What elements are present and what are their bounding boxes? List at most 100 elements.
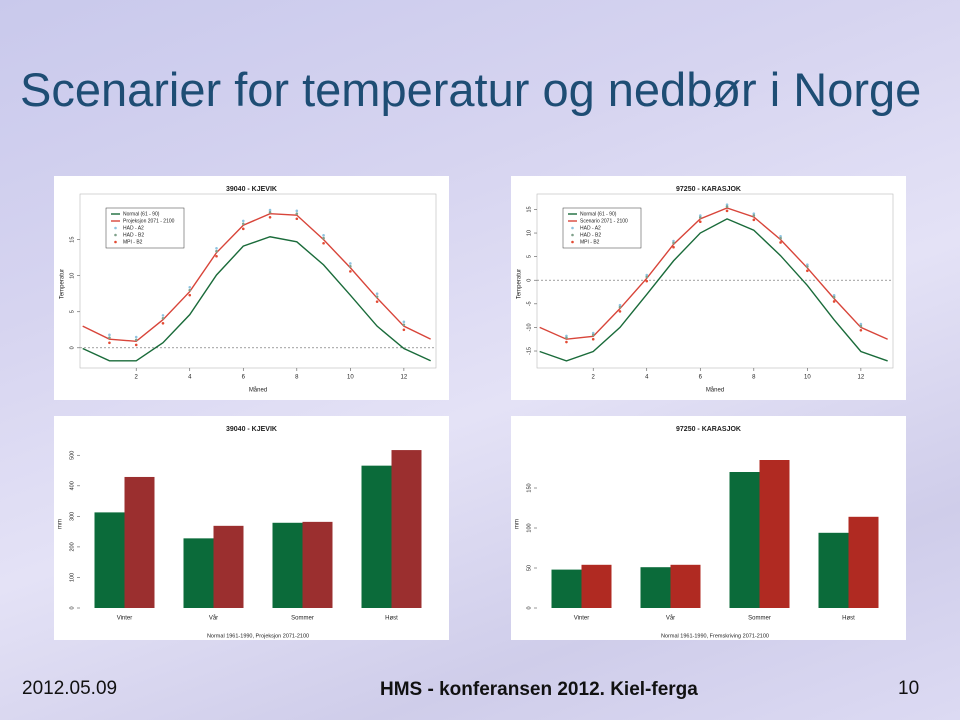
point: [268, 216, 272, 219]
chart-panel: 39040 - KJEVIK 2 4 6 8 10 12 0 5 10 15 Måned Tempera…: [54, 176, 449, 400]
point: [725, 205, 729, 208]
point: [188, 288, 192, 292]
point: [322, 236, 325, 240]
line: [539, 207, 888, 340]
x-tick-label: 10: [804, 375, 811, 381]
point: [349, 270, 352, 273]
x-tick-label: Vinter: [117, 616, 133, 622]
point: [108, 333, 111, 337]
y-tick-label: 0: [526, 606, 532, 609]
y-tick-label: 0: [69, 346, 75, 349]
point: [618, 305, 622, 309]
point: [268, 208, 272, 212]
point: [618, 303, 622, 307]
point: [215, 249, 218, 253]
x-tick-label: 2: [135, 375, 139, 381]
legend-key: [571, 233, 574, 237]
y-tick-label: 50: [526, 565, 532, 571]
panel-bg: [511, 176, 906, 400]
y-tick-label: 0: [526, 279, 532, 282]
legend-box: [105, 207, 185, 249]
bar: [729, 472, 760, 608]
point: [402, 320, 406, 324]
legend-label: HAD - B2: [123, 232, 144, 238]
point: [752, 214, 756, 217]
bar: [670, 564, 701, 608]
bar: [551, 569, 582, 608]
y-tick-label: 200: [69, 542, 75, 551]
point: [134, 343, 138, 347]
bar: [818, 532, 849, 608]
legend-label: Normal (61 - 90): [580, 211, 617, 217]
point: [241, 219, 245, 223]
chart-title: 39040 - KJEVIK: [226, 426, 277, 433]
bar: [272, 522, 303, 608]
legend-label: HAD - B2: [580, 232, 601, 238]
x-tick-label: 4: [645, 375, 649, 381]
point: [402, 323, 406, 327]
legend-key: [571, 240, 574, 244]
point: [402, 328, 406, 332]
point: [779, 235, 782, 238]
legend-label: Normal (61 - 90): [123, 211, 160, 217]
point: [779, 241, 782, 244]
point: [295, 212, 299, 215]
y-tick-label: -10: [526, 323, 532, 331]
bar: [361, 465, 392, 608]
y-tick-label: 300: [69, 512, 75, 521]
y-axis-label: mm: [58, 519, 64, 529]
page-number: 10: [898, 678, 920, 699]
point: [752, 212, 756, 215]
legend-box: [562, 207, 642, 249]
point: [565, 336, 568, 340]
chart-panel: 39040 - KJEVIK 0 100 200 300 400 500 mm Vinter Vå…: [54, 416, 449, 640]
legend-label: HAD - A2: [123, 225, 144, 231]
point: [698, 214, 702, 217]
point: [806, 269, 809, 273]
point: [322, 234, 325, 237]
point: [375, 292, 379, 296]
x-tick-label: 8: [752, 375, 756, 381]
bar: [759, 460, 790, 608]
chart-title: 39040 - KJEVIK: [226, 186, 277, 193]
y-axis-label: Temperatur: [60, 269, 66, 299]
x-axis-label: Måned: [249, 387, 267, 394]
x-tick-label: Høst: [842, 616, 855, 622]
chart-subtitle: Normal 1961-1990, Projeksjon 2071-2100: [207, 633, 309, 639]
point: [806, 263, 809, 266]
legend-key: [114, 233, 117, 237]
point: [591, 331, 595, 335]
bar: [640, 567, 671, 608]
legend-label: MPI - B2: [123, 239, 143, 245]
footer: HMS - konferansen 2012. Kiel-ferga: [380, 679, 698, 700]
panel-bg: [54, 176, 449, 400]
x-tick-label: Sommer: [748, 616, 771, 622]
legend-key: [114, 226, 117, 230]
date: 2012.05.09: [22, 678, 118, 699]
point: [188, 293, 192, 297]
point: [322, 241, 325, 245]
line: [539, 218, 888, 362]
point: [188, 285, 192, 289]
y-tick-label: 5: [69, 310, 75, 313]
point: [134, 338, 138, 342]
y-tick-label: 15: [69, 237, 75, 243]
y-axis-label: Temperatur: [517, 269, 523, 299]
x-tick-label: Vår: [209, 615, 218, 622]
point: [698, 220, 702, 224]
x-tick-label: 10: [347, 375, 354, 381]
legend-key: [114, 240, 117, 244]
bar: [183, 538, 214, 608]
bar: [124, 476, 155, 608]
chart-panel: 97250 - KARASJOK 0 50 100 150 mm Vinter Vår Somm…: [511, 416, 906, 640]
point: [859, 322, 863, 326]
point: [161, 316, 165, 320]
y-tick-label: 15: [526, 206, 532, 212]
chart-subtitle: Normal 1961-1990, Fremskriving 2071-2100: [661, 633, 769, 639]
y-tick-label: 5: [526, 255, 532, 258]
x-tick-label: Vinter: [574, 616, 590, 622]
point: [832, 294, 836, 297]
y-tick-label: 100: [526, 523, 532, 532]
point: [108, 336, 111, 340]
line: [82, 212, 431, 343]
